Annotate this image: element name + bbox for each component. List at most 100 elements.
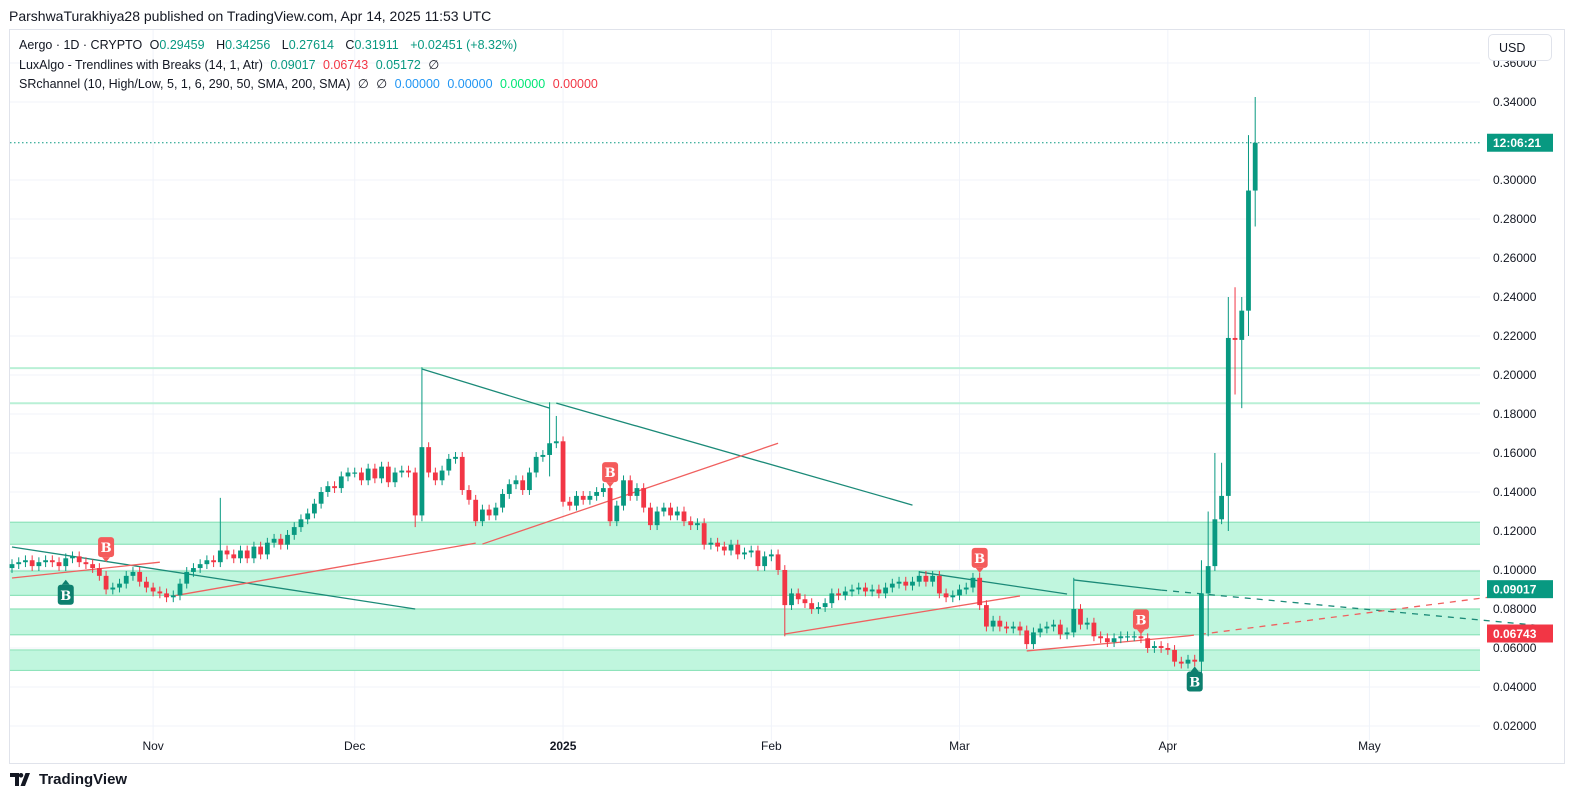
candle <box>1172 645 1177 667</box>
candle <box>500 489 505 513</box>
candle-body <box>567 501 573 506</box>
ohlc-open: O0.29459 <box>150 38 209 52</box>
indicator-legend-srchannel[interactable]: SRchannel (10, High/Low, 5, 1, 6, 290, 5… <box>19 76 602 91</box>
candle-body <box>527 472 532 491</box>
candle <box>943 588 949 603</box>
downtrend-line <box>1161 589 1545 627</box>
candle-body <box>768 554 774 557</box>
candle-body <box>110 587 116 590</box>
candle <box>816 602 821 614</box>
candle <box>224 545 230 560</box>
marker-badge <box>1132 609 1149 630</box>
candle <box>668 502 673 521</box>
y-tick-label: 0.22000 <box>1493 329 1537 343</box>
tradingview-logo-text: TradingView <box>39 771 128 788</box>
marker-badge <box>98 537 115 558</box>
candle-body <box>1199 593 1204 662</box>
y-tick-label: 0.16000 <box>1493 446 1537 460</box>
candle <box>560 436 566 507</box>
candle <box>1051 619 1056 632</box>
candle-body <box>1044 626 1050 629</box>
candle-body <box>863 587 868 592</box>
candle <box>285 530 290 550</box>
candle-body <box>1158 646 1164 648</box>
candle-body <box>278 538 284 545</box>
tradingview-logo[interactable]: TradingView <box>10 771 127 788</box>
open-label: O <box>149 38 160 52</box>
candle-body <box>56 562 62 567</box>
candle-body <box>36 562 42 567</box>
tradingview-logo-icon <box>10 772 30 786</box>
candle-body <box>560 441 566 502</box>
candle-body <box>506 484 512 494</box>
candle <box>1212 453 1218 571</box>
candle <box>869 584 875 597</box>
candle-body <box>1165 648 1171 650</box>
indicator-value: 0.00000 <box>500 77 546 91</box>
candle-body <box>224 550 230 555</box>
candle <box>742 547 747 560</box>
candle-body <box>984 605 989 627</box>
candle <box>1118 631 1124 644</box>
candle-body <box>399 470 405 473</box>
symbol-name[interactable]: Aergo · 1D · CRYPTO <box>19 38 143 52</box>
candle-body <box>312 503 317 514</box>
candle <box>352 467 358 478</box>
candle <box>849 584 855 597</box>
candle-body <box>688 521 694 526</box>
indicator-value: 0.05172 <box>375 58 421 72</box>
candle-body <box>191 568 196 572</box>
candle-body <box>822 603 828 608</box>
candle <box>903 576 909 591</box>
candle-body <box>782 570 788 606</box>
candle <box>29 555 35 571</box>
indicator-legend-trendlines[interactable]: LuxAlgo - Trendlines with Breaks (14, 1,… <box>19 57 443 72</box>
candle-body <box>1239 310 1245 340</box>
candle <box>910 576 915 591</box>
high-label: H <box>216 38 226 52</box>
candle <box>96 563 102 581</box>
candle <box>291 522 297 540</box>
y-tick-label: 0.04000 <box>1493 680 1537 694</box>
candle <box>1192 654 1198 667</box>
candle <box>49 555 55 568</box>
y-tick-label: 0.12000 <box>1493 524 1537 538</box>
candle <box>1044 621 1050 634</box>
marker-label: B <box>1135 613 1146 628</box>
candle-body <box>634 488 640 496</box>
candle <box>16 557 22 570</box>
candle <box>123 570 129 589</box>
marker-pointer <box>1136 629 1145 635</box>
candle-body <box>1031 632 1036 645</box>
candle <box>480 504 485 527</box>
bearish-break-marker: B <box>98 537 115 563</box>
currency-button[interactable]: USD <box>1488 34 1552 61</box>
candle-body <box>883 587 888 594</box>
candle <box>802 594 808 609</box>
candle <box>876 584 882 599</box>
x-tick-label: Nov <box>142 739 163 753</box>
candle <box>782 565 788 637</box>
candle <box>567 496 573 511</box>
candle <box>1057 619 1063 640</box>
candle <box>688 516 694 531</box>
candle-body <box>1205 566 1211 594</box>
candle-body <box>594 492 600 496</box>
candle-body <box>285 534 290 545</box>
sr-zone <box>10 649 1480 671</box>
indicator-value: 0.00000 <box>447 77 493 91</box>
candle-body <box>1225 337 1231 496</box>
candle <box>963 582 969 595</box>
candle-body <box>325 486 331 492</box>
candle-body <box>244 550 250 559</box>
candle-body <box>144 581 149 588</box>
candle <box>621 475 626 511</box>
candle-body <box>748 550 754 553</box>
candle-body <box>480 509 485 522</box>
candle <box>715 537 720 552</box>
chart-frame <box>9 29 1565 764</box>
candle-body <box>63 558 69 567</box>
sr-zone <box>10 570 1480 596</box>
candle <box>809 598 815 614</box>
